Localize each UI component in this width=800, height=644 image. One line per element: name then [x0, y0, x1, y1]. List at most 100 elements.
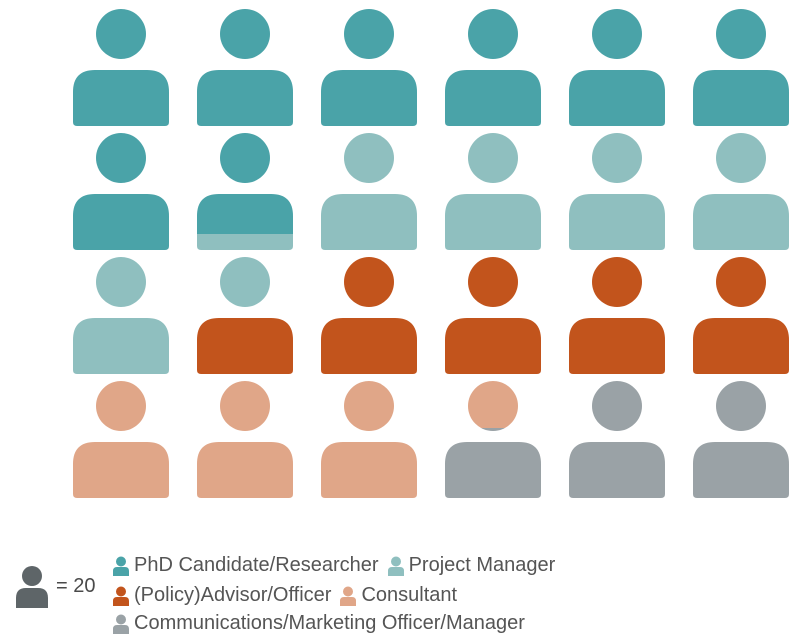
icon-part-consultant — [73, 381, 169, 498]
person-body — [73, 70, 169, 126]
icon-part-project-manager — [445, 133, 541, 250]
person-head — [716, 257, 766, 307]
person-body — [321, 194, 417, 250]
person-head — [716, 9, 766, 59]
person-head — [592, 381, 642, 431]
icon-part--policy-advisor-officer — [569, 257, 665, 374]
person-head — [96, 257, 146, 307]
icon-part-project-manager — [569, 133, 665, 250]
icon-part-communications-marketing-officer-manager — [569, 381, 665, 498]
person-body — [445, 194, 541, 250]
person-body — [197, 442, 293, 498]
person-body — [445, 70, 541, 126]
person-icon — [113, 614, 129, 634]
person-head — [220, 9, 270, 59]
legend-label: Project Manager — [408, 554, 556, 576]
person-head — [468, 381, 518, 428]
person-body — [445, 442, 541, 498]
icon-part--policy-advisor-officer — [197, 318, 293, 374]
icon-part--policy-advisor-officer — [693, 257, 789, 374]
scale-key: = 20 — [12, 564, 95, 608]
person-body — [197, 194, 293, 234]
person-icon — [387, 556, 404, 576]
person-head — [468, 133, 518, 183]
legend-row-3: Communications/Marketing Officer/Manager — [112, 612, 533, 635]
person-body — [73, 194, 169, 250]
person-head — [344, 381, 394, 431]
icon-part-phd-candidate-researcher — [321, 9, 417, 126]
icon-part-phd-candidate-researcher — [73, 133, 169, 250]
icon-part-communications-marketing-officer-manager — [445, 428, 541, 498]
person-head — [716, 381, 766, 431]
person-head — [96, 381, 146, 431]
legend-label: (Policy)Advisor/Officer — [134, 584, 332, 606]
legend-label: Communications/Marketing Officer/Manager — [134, 612, 525, 634]
pictogram-icon — [197, 257, 293, 374]
legend: = 20 PhD Candidate/Researcher Project Ma… — [0, 540, 800, 644]
pictogram-icon — [445, 9, 541, 126]
legend-label: Consultant — [361, 584, 458, 606]
icon-part-phd-candidate-researcher — [445, 9, 541, 126]
person-head — [481, 428, 505, 431]
legend-item: PhD Candidate/Researcher — [112, 554, 379, 577]
pictogram-icon — [693, 257, 789, 374]
person-body — [693, 194, 789, 250]
person-head — [96, 9, 146, 59]
legend-item: (Policy)Advisor/Officer — [112, 584, 331, 607]
pictogram-icon — [321, 381, 417, 498]
icon-part-phd-candidate-researcher — [569, 9, 665, 126]
person-body — [693, 442, 789, 498]
person-icon — [340, 586, 357, 606]
person-body — [73, 442, 169, 498]
person-icon — [113, 586, 129, 606]
pictogram-icon — [569, 133, 665, 250]
pictogram-icon — [445, 257, 541, 374]
person-head — [468, 257, 518, 307]
legend-row-1: PhD Candidate/Researcher Project Manager — [112, 554, 563, 577]
person-head — [220, 133, 270, 183]
legend-label: PhD Candidate/Researcher — [134, 554, 379, 576]
pictogram-icon — [321, 133, 417, 250]
icon-part-project-manager — [220, 257, 270, 307]
scale-label: = 20 — [56, 574, 96, 597]
pictogram-icon — [569, 381, 665, 498]
person-head — [716, 133, 766, 183]
person-head — [344, 9, 394, 59]
icon-part--policy-advisor-officer — [321, 257, 417, 374]
person-body — [197, 318, 293, 374]
pictogram-icon — [73, 381, 169, 498]
person-body — [569, 442, 665, 498]
person-body — [693, 318, 789, 374]
person-body — [445, 318, 541, 374]
person-head — [592, 133, 642, 183]
pictogram-icon — [445, 133, 541, 250]
person-head — [344, 257, 394, 307]
pictogram-icon — [693, 133, 789, 250]
legend-item: Consultant — [339, 584, 457, 607]
icon-part-phd-candidate-researcher — [693, 9, 789, 126]
icon-part-phd-candidate-researcher — [73, 9, 169, 126]
pictogram-icon — [197, 9, 293, 126]
pictogram-icon — [73, 9, 169, 126]
person-head — [220, 381, 270, 431]
icon-part-consultant — [197, 381, 293, 498]
icon-part-communications-marketing-officer-manager — [693, 381, 789, 498]
pictogram-svg — [73, 9, 789, 498]
person-head — [592, 9, 642, 59]
person-body — [321, 442, 417, 498]
person-head — [468, 9, 518, 59]
person-body — [73, 318, 169, 374]
pictogram-icon — [693, 9, 789, 126]
person-body — [197, 234, 293, 250]
pictogram-icon — [321, 257, 417, 374]
legend-row-2: (Policy)Advisor/Officer Consultant — [112, 584, 465, 607]
person-body — [569, 318, 665, 374]
person-head — [220, 257, 270, 307]
person-body — [321, 70, 417, 126]
pictogram-icon — [321, 9, 417, 126]
person-body — [569, 70, 665, 126]
person-head — [592, 257, 642, 307]
icon-part-project-manager — [73, 257, 169, 374]
pictogram-icon — [197, 381, 293, 498]
icon-part-consultant — [321, 381, 417, 498]
